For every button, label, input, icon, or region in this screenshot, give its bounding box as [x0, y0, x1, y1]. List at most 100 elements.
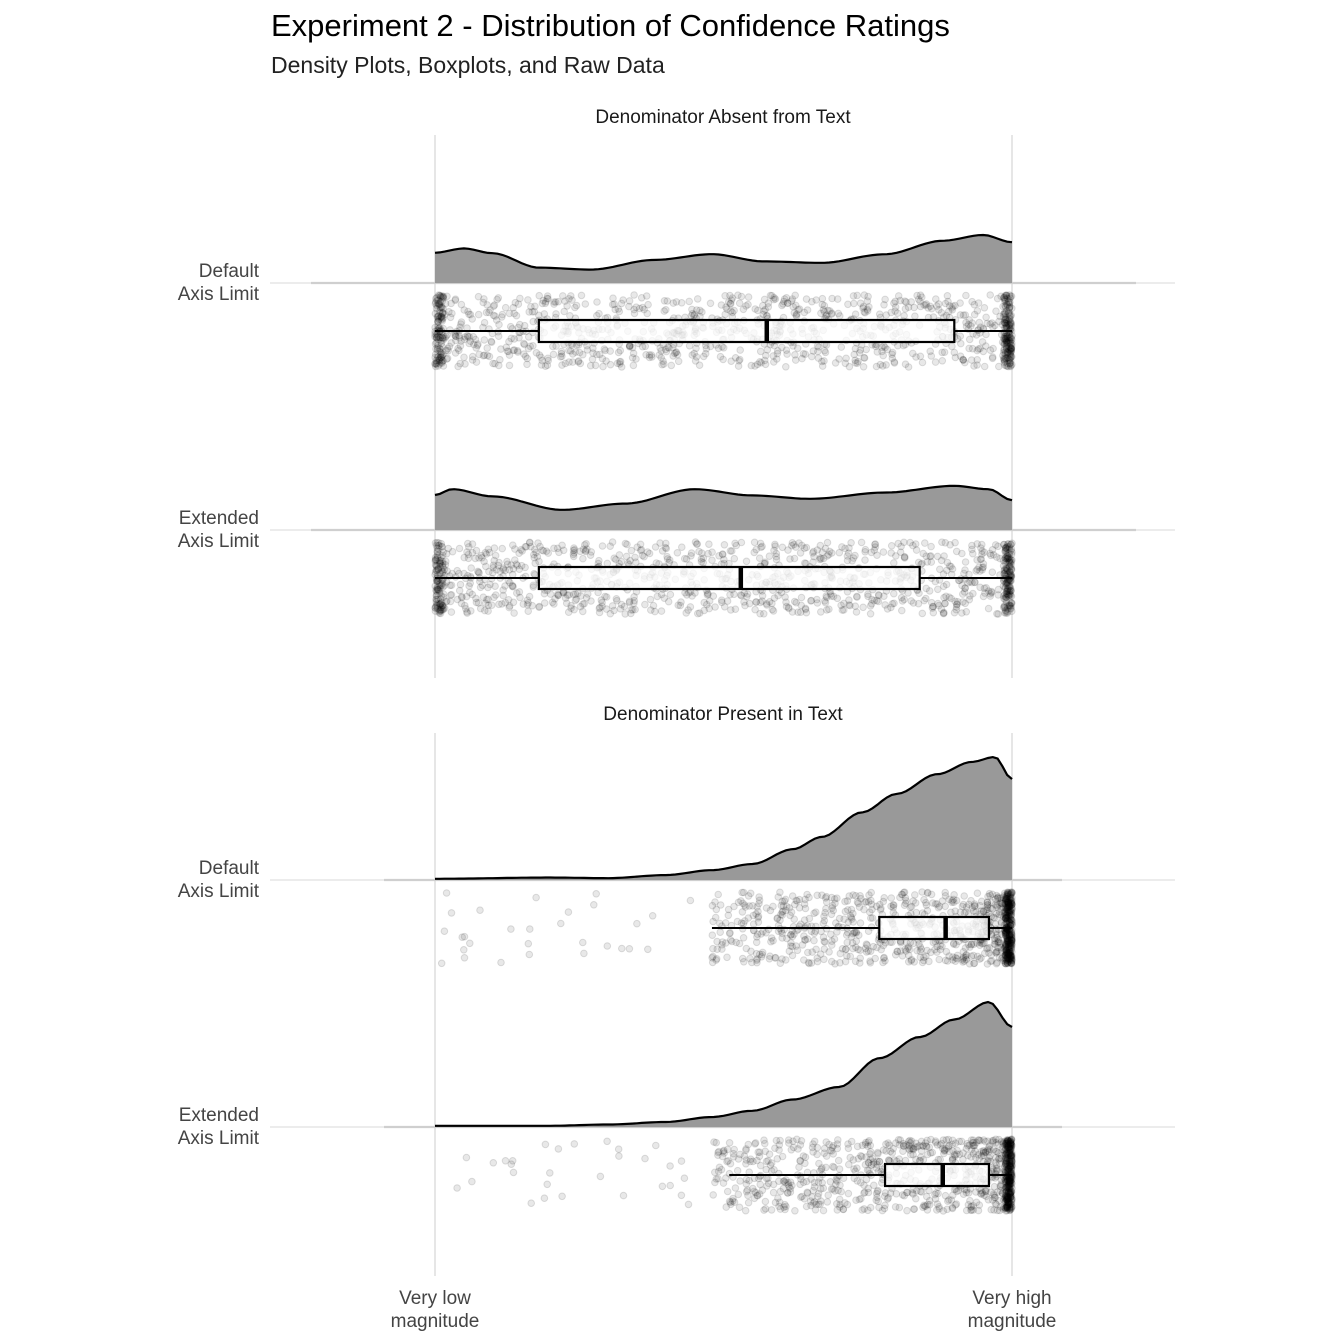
data-point: [731, 1184, 740, 1192]
data-point: [846, 601, 854, 610]
data-point: [890, 589, 898, 598]
data-point: [844, 300, 852, 309]
data-point: [557, 919, 565, 928]
data-point: [469, 333, 478, 341]
data-point: [820, 1144, 829, 1153]
data-point: [579, 545, 588, 554]
data-point: [1000, 566, 1009, 575]
data-point: [777, 901, 786, 910]
data-point: [437, 355, 446, 364]
x-tick-label: Very high magnitude: [968, 1288, 1057, 1332]
data-point: [513, 347, 522, 355]
data-point: [571, 596, 580, 605]
data-point: [630, 593, 638, 601]
data-point: [525, 538, 534, 547]
data-point: [682, 609, 691, 617]
data-point: [936, 565, 944, 574]
data-point: [592, 890, 601, 898]
density-area: [435, 757, 1012, 880]
data-point: [435, 315, 443, 323]
data-point: [443, 344, 452, 353]
data-point: [472, 546, 481, 555]
data-point: [970, 1141, 979, 1150]
data-point: [788, 295, 797, 303]
data-point: [554, 297, 563, 306]
data-point: [713, 945, 722, 954]
data-point: [866, 1148, 875, 1156]
data-point: [926, 1149, 935, 1157]
data-point: [993, 1206, 1002, 1215]
data-point: [448, 309, 456, 318]
data-point: [507, 925, 515, 933]
data-point: [629, 361, 638, 370]
data-point: [435, 605, 443, 614]
data-point: [708, 958, 717, 967]
data-point: [749, 911, 758, 920]
data-point: [613, 359, 622, 368]
data-point: [978, 338, 987, 346]
data-point: [692, 540, 701, 548]
data-point: [1000, 316, 1009, 324]
data-point: [751, 305, 760, 313]
data-point: [849, 929, 857, 938]
data-point: [706, 299, 715, 308]
data-point: [616, 357, 625, 366]
data-point: [790, 554, 799, 563]
data-point: [744, 293, 753, 301]
data-point: [988, 1138, 997, 1147]
data-point: [823, 1198, 832, 1206]
data-point: [433, 301, 441, 310]
data-point: [972, 331, 981, 339]
data-point: [782, 1202, 790, 1211]
row-label-line: Axis Limit: [178, 1128, 260, 1149]
data-point: [878, 347, 886, 356]
data-point: [802, 543, 811, 552]
data-point: [903, 1206, 911, 1215]
data-point: [513, 589, 521, 597]
data-point: [561, 297, 569, 305]
row-label-line: Axis Limit: [178, 531, 260, 552]
data-point: [772, 555, 781, 564]
data-point: [498, 600, 506, 608]
data-point: [841, 957, 850, 966]
data-point: [454, 362, 462, 371]
data-point: [435, 333, 443, 342]
data-point: [717, 1165, 726, 1174]
data-point: [814, 354, 823, 362]
data-point: [856, 346, 865, 354]
data-point: [599, 362, 607, 371]
data-point: [655, 351, 664, 359]
data-point: [603, 942, 612, 950]
data-point: [869, 1158, 878, 1166]
data-point: [709, 1191, 718, 1199]
data-point: [808, 948, 817, 956]
row-label-line: Default: [199, 261, 260, 282]
row-label-line: Default: [199, 858, 260, 879]
data-point: [852, 943, 860, 952]
data-point: [923, 1206, 932, 1214]
data-point: [468, 1177, 476, 1186]
data-point: [584, 590, 592, 598]
data-point: [958, 549, 966, 558]
data-point: [889, 901, 898, 909]
data-point: [447, 909, 456, 917]
data-point: [865, 303, 873, 311]
data-point: [973, 307, 982, 315]
data-point: [436, 333, 444, 342]
data-point: [867, 914, 875, 922]
row-group: Default Axis Limit: [178, 233, 1175, 371]
data-point: [1003, 332, 1012, 341]
data-point: [438, 359, 446, 367]
data-point: [576, 359, 585, 368]
data-point: [945, 562, 954, 570]
data-point: [778, 301, 786, 310]
data-point: [896, 1136, 905, 1144]
x-tick-label-line: Very high: [972, 1288, 1051, 1309]
data-point: [916, 291, 925, 300]
data-point: [970, 310, 979, 319]
data-point: [520, 321, 529, 330]
data-point: [491, 551, 500, 560]
data-point: [487, 337, 496, 346]
data-point: [494, 332, 503, 341]
data-point: [441, 299, 450, 308]
